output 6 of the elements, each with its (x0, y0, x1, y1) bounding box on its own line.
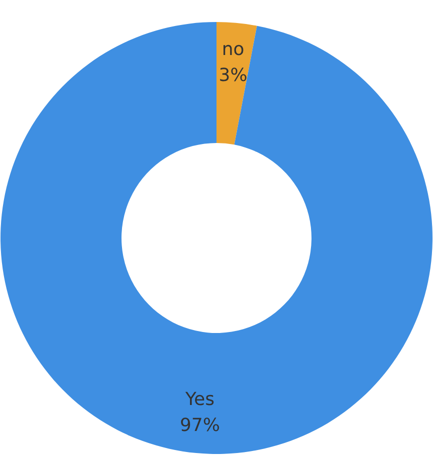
donut-slice (216, 22, 257, 145)
slice-label: no (222, 38, 244, 60)
data-label: 97% (180, 415, 220, 436)
donut-slice (0, 22, 432, 454)
data-label: 3% (218, 64, 248, 86)
slice-label: Yes (184, 389, 214, 410)
